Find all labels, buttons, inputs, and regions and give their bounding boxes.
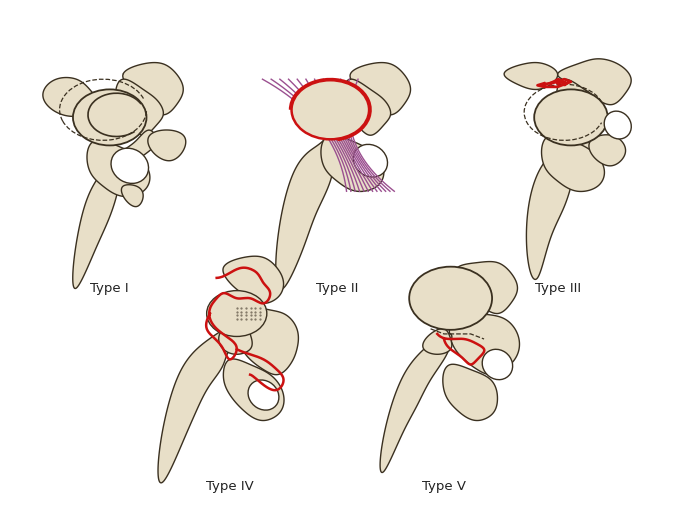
Polygon shape bbox=[121, 185, 143, 207]
Ellipse shape bbox=[248, 380, 279, 410]
Polygon shape bbox=[450, 313, 520, 375]
Ellipse shape bbox=[604, 111, 632, 139]
Polygon shape bbox=[223, 256, 284, 303]
Ellipse shape bbox=[353, 144, 388, 177]
Circle shape bbox=[207, 290, 267, 336]
Circle shape bbox=[73, 90, 146, 145]
Polygon shape bbox=[158, 329, 237, 483]
Polygon shape bbox=[235, 303, 299, 375]
Polygon shape bbox=[455, 262, 518, 314]
Text: Type I: Type I bbox=[90, 282, 129, 295]
Polygon shape bbox=[223, 359, 284, 421]
Polygon shape bbox=[557, 79, 605, 135]
Circle shape bbox=[409, 267, 492, 330]
Polygon shape bbox=[115, 79, 163, 135]
Polygon shape bbox=[219, 323, 252, 354]
Circle shape bbox=[292, 80, 369, 140]
Polygon shape bbox=[380, 334, 452, 472]
Circle shape bbox=[534, 90, 608, 145]
Polygon shape bbox=[43, 78, 96, 116]
Polygon shape bbox=[276, 130, 344, 289]
Text: Type IV: Type IV bbox=[206, 480, 254, 493]
Polygon shape bbox=[541, 135, 605, 192]
Polygon shape bbox=[148, 130, 186, 161]
Polygon shape bbox=[504, 62, 557, 90]
Text: Type II: Type II bbox=[316, 282, 358, 295]
Ellipse shape bbox=[482, 349, 513, 380]
Polygon shape bbox=[350, 63, 410, 115]
Polygon shape bbox=[321, 135, 384, 192]
Text: Type V: Type V bbox=[422, 480, 466, 493]
Polygon shape bbox=[526, 130, 598, 280]
Text: Type III: Type III bbox=[534, 282, 580, 295]
Ellipse shape bbox=[111, 148, 148, 183]
Polygon shape bbox=[73, 130, 156, 288]
Polygon shape bbox=[557, 59, 631, 105]
Polygon shape bbox=[123, 63, 183, 115]
Polygon shape bbox=[443, 364, 497, 421]
Polygon shape bbox=[342, 79, 391, 135]
Polygon shape bbox=[423, 329, 452, 354]
Polygon shape bbox=[589, 135, 625, 166]
Polygon shape bbox=[87, 140, 150, 197]
